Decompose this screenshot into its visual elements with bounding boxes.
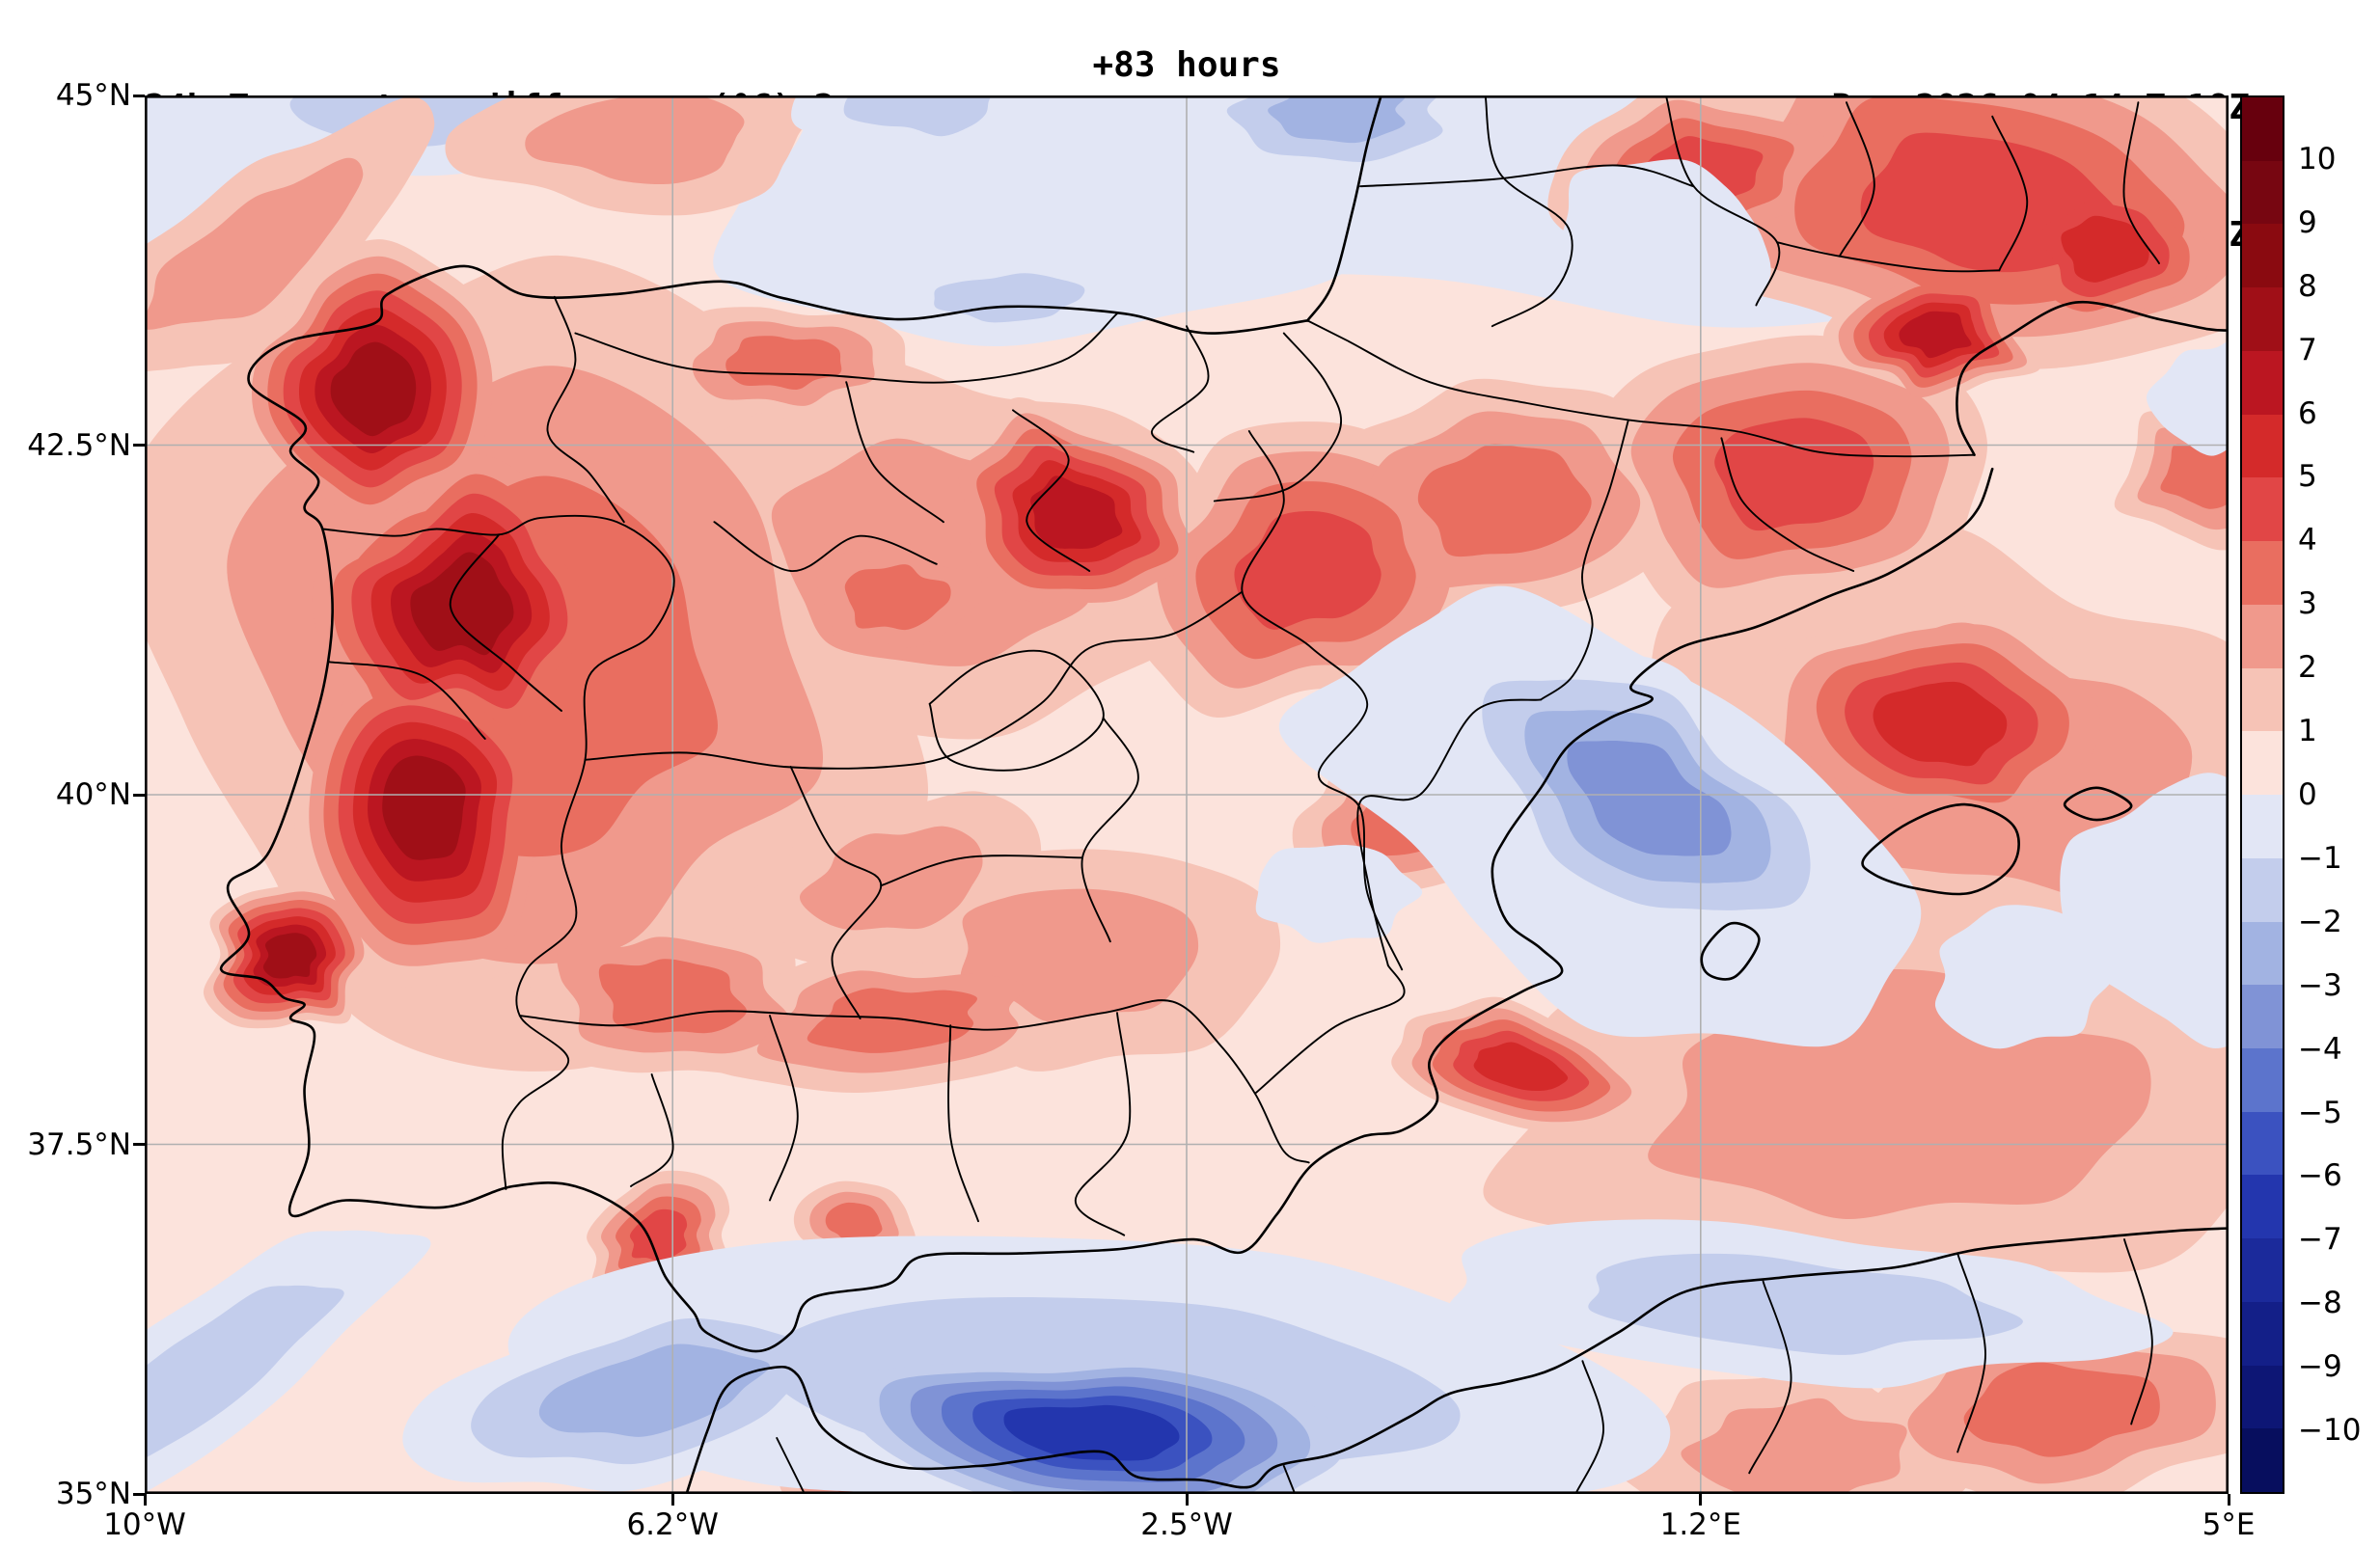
colorbar-tick-label: 2 — [2298, 650, 2317, 686]
colorbar-tick-label: −1 — [2298, 840, 2342, 876]
x-tick-mark — [2227, 1494, 2230, 1506]
colorbar-segment — [2242, 1175, 2283, 1239]
colorbar-tick-label: 6 — [2298, 395, 2317, 431]
y-tick-mark — [133, 94, 145, 97]
colorbar-tick-label: −4 — [2298, 1031, 2342, 1067]
coastlines — [219, 95, 2229, 1494]
map-canvas — [145, 95, 2229, 1494]
region-borders — [321, 95, 2160, 1494]
y-tick-mark — [133, 444, 145, 447]
colorbar — [2240, 95, 2284, 1494]
colorbar-segment — [2242, 1428, 2283, 1493]
colorbar-tick-label: −10 — [2298, 1413, 2362, 1449]
colorbar-segment — [2242, 731, 2283, 796]
colorbar-tick-label: −7 — [2298, 1222, 2342, 1258]
map-frame — [145, 95, 2229, 1494]
colorbar-tick-label: −6 — [2298, 1158, 2342, 1194]
colorbar-tick-label: −5 — [2298, 1095, 2342, 1130]
x-tick-mark — [143, 1494, 147, 1506]
colorbar-tick-label: 7 — [2298, 332, 2317, 367]
grid-lines — [145, 95, 2229, 1494]
lead-time-label: +83 hours — [1092, 45, 1281, 85]
colorbar-segment — [2242, 795, 2283, 858]
colorbar-tick-label: 9 — [2298, 204, 2317, 240]
colorbar-tick-label: 3 — [2298, 586, 2317, 622]
colorbar-segment — [2242, 97, 2283, 161]
colorbar-tick-label: −8 — [2298, 1286, 2342, 1321]
y-tick-mark — [133, 1492, 145, 1496]
colorbar-tick-label: 5 — [2298, 459, 2317, 495]
x-tick-label: 5°E — [2202, 1507, 2256, 1542]
x-tick-label: 1.2°E — [1659, 1507, 1741, 1542]
colorbar-segment — [2242, 1365, 2283, 1429]
colorbar-tick-label: 8 — [2298, 268, 2317, 304]
x-tick-label: 6.2°W — [626, 1507, 719, 1542]
x-tick-mark — [1699, 1494, 1703, 1506]
y-tick-mark — [133, 793, 145, 797]
colorbar-segment — [2242, 667, 2283, 732]
colorbar-segment — [2242, 604, 2283, 668]
colorbar-segment — [2242, 1048, 2283, 1112]
colorbar-tick-label: 0 — [2298, 777, 2317, 812]
colorbar-segment — [2242, 287, 2283, 351]
colorbar-tick-label: 1 — [2298, 714, 2317, 749]
colorbar-tick-label: 4 — [2298, 523, 2317, 558]
colorbar-segment — [2242, 985, 2283, 1049]
x-tick-mark — [1185, 1494, 1189, 1506]
colorbar-segment — [2242, 1111, 2283, 1176]
colorbar-segment — [2242, 541, 2283, 605]
colorbar-segment — [2242, 350, 2283, 415]
colorbar-segment — [2242, 160, 2283, 225]
y-tick-label: 37.5°N — [27, 1126, 131, 1162]
x-tick-mark — [670, 1494, 674, 1506]
colorbar-segment — [2242, 1238, 2283, 1302]
y-tick-label: 45°N — [55, 78, 131, 113]
colorbar-segment — [2242, 857, 2283, 922]
x-tick-label: 10°W — [103, 1507, 186, 1542]
colorbar-segment — [2242, 921, 2283, 986]
x-tick-label: 2.5°W — [1140, 1507, 1233, 1542]
colorbar-tick-label: −2 — [2298, 904, 2342, 939]
y-tick-mark — [133, 1143, 145, 1146]
colorbar-segment — [2242, 414, 2283, 478]
colorbar-tick-label: −3 — [2298, 967, 2342, 1003]
colorbar-tick-label: 10 — [2298, 141, 2337, 176]
colorbar-segment — [2242, 1301, 2283, 1366]
colorbar-tick-label: −9 — [2298, 1349, 2342, 1385]
colorbar-segment — [2242, 477, 2283, 542]
y-tick-label: 40°N — [55, 777, 131, 812]
y-tick-label: 35°N — [55, 1477, 131, 1511]
y-tick-label: 42.5°N — [27, 427, 131, 463]
colorbar-segment — [2242, 224, 2283, 288]
map-plot — [145, 95, 2229, 1494]
